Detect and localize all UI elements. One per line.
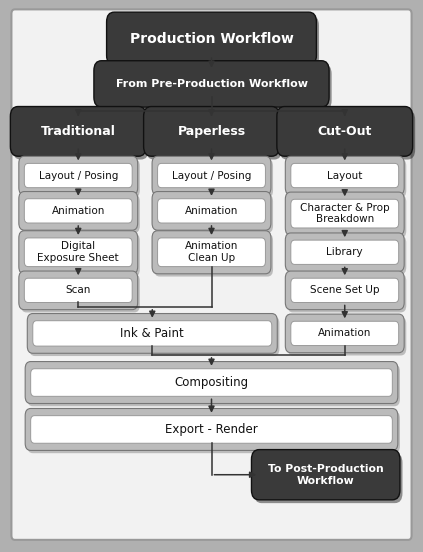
FancyBboxPatch shape	[27, 364, 400, 406]
FancyBboxPatch shape	[285, 233, 404, 272]
FancyBboxPatch shape	[19, 271, 138, 310]
Text: Cut-Out: Cut-Out	[318, 125, 372, 138]
FancyBboxPatch shape	[285, 271, 404, 310]
FancyBboxPatch shape	[21, 159, 140, 198]
Text: Layout / Posing: Layout / Posing	[38, 171, 118, 181]
FancyBboxPatch shape	[96, 64, 332, 110]
Text: Export - Render: Export - Render	[165, 423, 258, 436]
FancyBboxPatch shape	[30, 316, 279, 356]
FancyBboxPatch shape	[107, 12, 316, 65]
Text: Layout: Layout	[327, 171, 363, 181]
FancyBboxPatch shape	[285, 314, 404, 353]
FancyBboxPatch shape	[19, 231, 138, 274]
Text: Animation: Animation	[52, 206, 105, 216]
FancyBboxPatch shape	[288, 236, 406, 274]
Text: Ink & Paint: Ink & Paint	[121, 327, 184, 340]
Text: To Post-Production
Workflow: To Post-Production Workflow	[268, 464, 384, 486]
FancyBboxPatch shape	[288, 317, 406, 355]
FancyBboxPatch shape	[288, 195, 406, 238]
FancyBboxPatch shape	[152, 231, 271, 274]
FancyBboxPatch shape	[279, 110, 415, 160]
Text: Production Workflow: Production Workflow	[129, 31, 294, 46]
FancyBboxPatch shape	[109, 15, 319, 68]
Text: Scan: Scan	[66, 285, 91, 295]
FancyBboxPatch shape	[288, 159, 406, 198]
FancyBboxPatch shape	[27, 411, 400, 453]
FancyBboxPatch shape	[94, 61, 329, 107]
FancyBboxPatch shape	[154, 233, 273, 277]
FancyBboxPatch shape	[19, 192, 138, 230]
FancyBboxPatch shape	[291, 199, 398, 228]
Text: Scene Set Up: Scene Set Up	[310, 285, 379, 295]
FancyBboxPatch shape	[25, 163, 132, 188]
FancyBboxPatch shape	[11, 9, 412, 540]
Text: Compositing: Compositing	[174, 376, 249, 389]
Text: Library: Library	[327, 247, 363, 257]
FancyBboxPatch shape	[157, 238, 265, 267]
FancyBboxPatch shape	[31, 369, 392, 396]
Text: Character & Prop
Breakdown: Character & Prop Breakdown	[300, 203, 390, 225]
FancyBboxPatch shape	[25, 408, 398, 450]
FancyBboxPatch shape	[31, 416, 392, 443]
FancyBboxPatch shape	[154, 159, 273, 198]
FancyBboxPatch shape	[157, 163, 265, 188]
FancyBboxPatch shape	[285, 156, 404, 195]
FancyBboxPatch shape	[21, 194, 140, 233]
FancyBboxPatch shape	[146, 110, 282, 160]
FancyBboxPatch shape	[157, 199, 265, 223]
FancyBboxPatch shape	[152, 156, 271, 195]
Text: Layout / Posing: Layout / Posing	[172, 171, 251, 181]
FancyBboxPatch shape	[291, 321, 398, 346]
FancyBboxPatch shape	[25, 199, 132, 223]
FancyBboxPatch shape	[21, 274, 140, 312]
FancyBboxPatch shape	[291, 163, 398, 188]
FancyBboxPatch shape	[254, 453, 403, 503]
FancyBboxPatch shape	[288, 274, 406, 312]
FancyBboxPatch shape	[25, 278, 132, 302]
FancyBboxPatch shape	[33, 321, 272, 346]
FancyBboxPatch shape	[11, 107, 146, 156]
Text: Digital
Exposure Sheet: Digital Exposure Sheet	[38, 241, 119, 263]
FancyBboxPatch shape	[277, 107, 412, 156]
FancyBboxPatch shape	[291, 240, 398, 264]
FancyBboxPatch shape	[143, 107, 279, 156]
FancyBboxPatch shape	[25, 362, 398, 404]
Text: Animation
Clean Up: Animation Clean Up	[185, 241, 238, 263]
FancyBboxPatch shape	[13, 110, 149, 160]
Text: Animation: Animation	[185, 206, 238, 216]
FancyBboxPatch shape	[251, 449, 400, 500]
Text: Paperless: Paperless	[177, 125, 246, 138]
FancyBboxPatch shape	[25, 238, 132, 267]
FancyBboxPatch shape	[27, 314, 277, 353]
FancyBboxPatch shape	[285, 192, 404, 235]
FancyBboxPatch shape	[21, 233, 140, 277]
Text: Animation: Animation	[318, 328, 371, 338]
FancyBboxPatch shape	[152, 192, 271, 230]
Text: From Pre-Production Workflow: From Pre-Production Workflow	[115, 79, 308, 89]
FancyBboxPatch shape	[19, 156, 138, 195]
FancyBboxPatch shape	[291, 278, 398, 302]
Text: Traditional: Traditional	[41, 125, 116, 138]
FancyBboxPatch shape	[154, 194, 273, 233]
